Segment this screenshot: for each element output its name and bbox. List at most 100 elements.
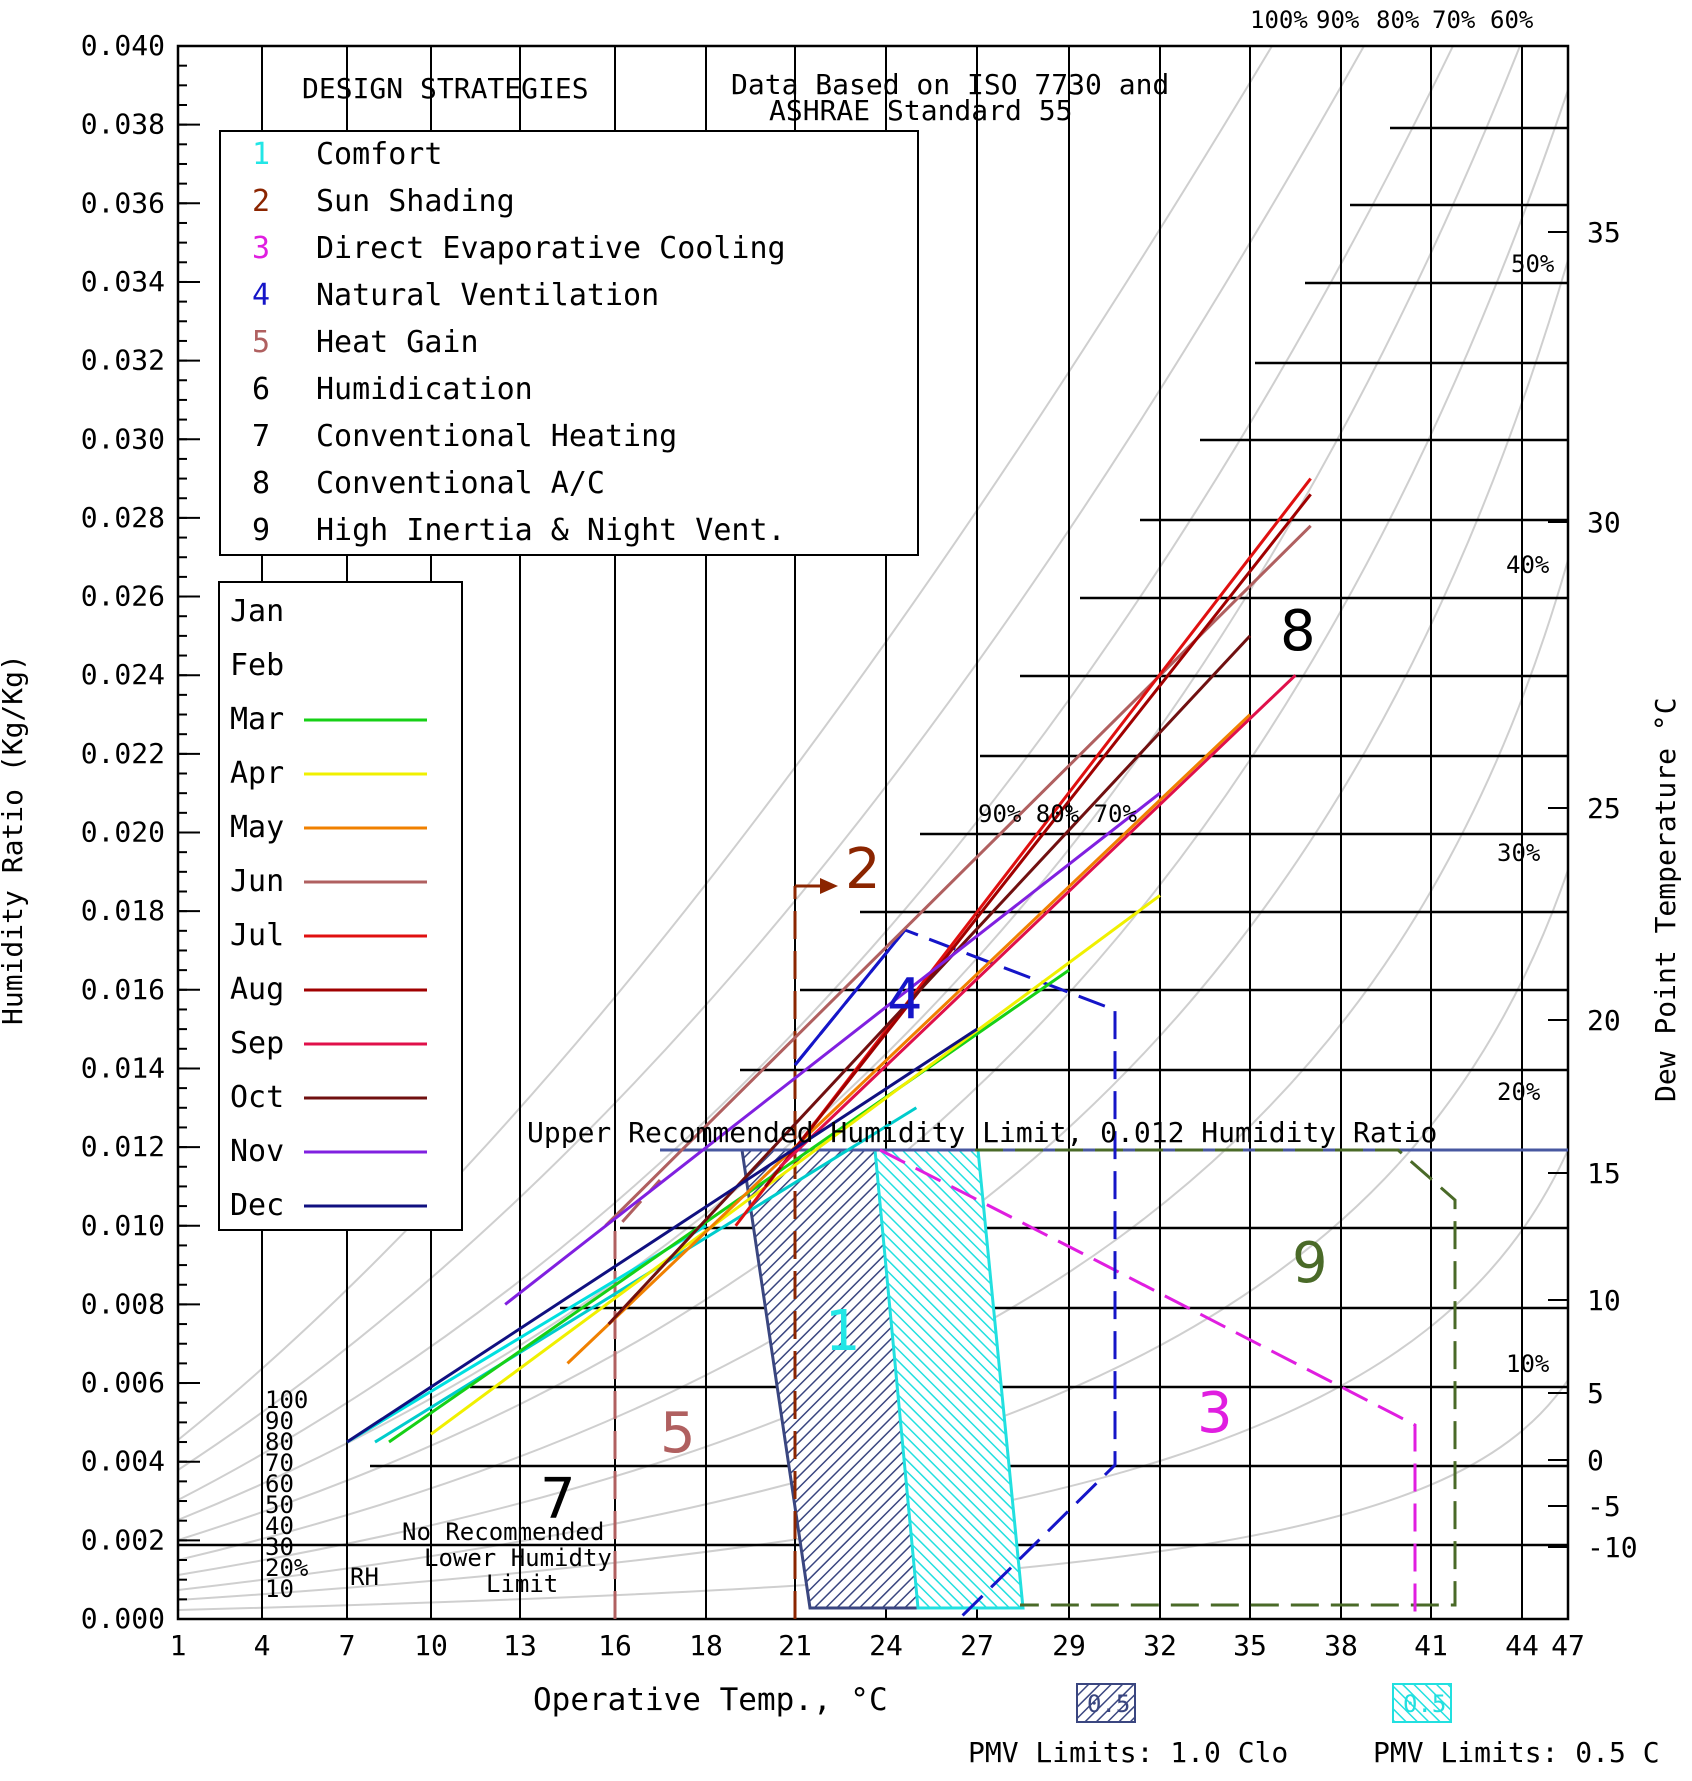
y2-tick-label: 0 bbox=[1587, 1444, 1604, 1477]
rh-top-label: 80% bbox=[1376, 6, 1420, 34]
x-tick-label: 41 bbox=[1414, 1629, 1448, 1662]
x-tick-label: 32 bbox=[1143, 1629, 1177, 1662]
y-tick-label: 0.000 bbox=[81, 1602, 165, 1635]
y-tick-marks bbox=[178, 45, 200, 1620]
strategy-legend-box bbox=[219, 130, 919, 556]
series-line-may bbox=[566, 713, 1252, 1365]
subtitle-line-2: ASHRAE Standard 55 bbox=[769, 94, 1072, 127]
strategy-name: Direct Evaporative Cooling bbox=[316, 231, 786, 266]
rh-side-label: 30% bbox=[1497, 839, 1541, 867]
y2-tick-label: 30 bbox=[1587, 506, 1621, 539]
zone-4-solid bbox=[793, 929, 907, 1066]
zone-label-4: 4 bbox=[887, 967, 923, 1032]
y2-tick-label: 10 bbox=[1587, 1284, 1621, 1317]
rh-stack-label: 90 bbox=[265, 1407, 294, 1435]
legend-month-label: May bbox=[230, 810, 284, 845]
x-tick-label: 7 bbox=[339, 1629, 356, 1662]
x-tick-label: 13 bbox=[503, 1629, 537, 1662]
y2-tick-label: -10 bbox=[1587, 1531, 1638, 1564]
strategy-num: 2 bbox=[252, 184, 270, 219]
y-tick-label: 0.036 bbox=[81, 186, 165, 219]
y2-tick-label: 15 bbox=[1587, 1157, 1621, 1190]
legend-month-label: Aug bbox=[230, 972, 284, 1007]
subtitle-line-1: Data Based on ISO 7730 and bbox=[731, 68, 1169, 101]
strategy-name: Conventional A/C bbox=[316, 466, 605, 501]
zone-label-9: 9 bbox=[1292, 1231, 1328, 1296]
y-tick-labels: 0.000 0.002 0.004 0.006 0.008 0.010 0.012 0.014… bbox=[81, 29, 165, 1635]
rh-top-label: 70% bbox=[1432, 6, 1476, 34]
month-legend-box bbox=[218, 581, 463, 1231]
series-line-apr bbox=[430, 894, 1161, 1436]
legend-month-label: Apr bbox=[230, 756, 284, 791]
month-legend: Jan Feb Mar Apr May Jun Jul Aug Sep Oct Nov Dec bbox=[230, 594, 427, 1223]
x-tick-labels: 1 4 7 10 13 16 18 21 24 27 29 32 35 38 41 44 47 bbox=[170, 1629, 1585, 1662]
strategy-name: Conventional Heating bbox=[316, 419, 677, 454]
series-line-aug bbox=[764, 493, 1312, 1188]
series-line-nov bbox=[504, 791, 1161, 1306]
y-tick-label: 0.020 bbox=[81, 816, 165, 849]
rh-top-label: 90% bbox=[1316, 6, 1360, 34]
legend-month-label: Jan bbox=[230, 594, 284, 629]
y-tick-label: 0.024 bbox=[81, 658, 165, 691]
y2-axis-label: Dew Point Temperature °C bbox=[1649, 697, 1682, 1102]
strategy-legend: 1 Comfort 2 Sun Shading 3 Direct Evaporative … bbox=[252, 137, 786, 548]
pmv-box-1-label: 0.5 bbox=[1087, 1690, 1130, 1718]
zone-label-2: 2 bbox=[845, 837, 881, 902]
series-line-sep bbox=[779, 674, 1297, 1168]
zone-4-outline bbox=[793, 928, 1117, 1620]
zone-label-5: 5 bbox=[660, 1401, 696, 1466]
zone-5-boundary bbox=[613, 1178, 662, 1619]
rh-stack-label: 20% bbox=[265, 1554, 309, 1582]
y-tick-label: 0.014 bbox=[81, 1051, 165, 1084]
y-tick-label: 0.006 bbox=[81, 1366, 165, 1399]
x-tick-label: 18 bbox=[689, 1629, 723, 1662]
x-tick-label: 24 bbox=[869, 1629, 903, 1662]
y-tick-label: 0.040 bbox=[81, 29, 165, 62]
x-tick-label: 16 bbox=[598, 1629, 632, 1662]
strategy-name: Sun Shading bbox=[316, 184, 515, 219]
x-tick-label: 47 bbox=[1551, 1629, 1585, 1662]
rh-label: RH bbox=[350, 1563, 379, 1591]
rh-top-label: 100% bbox=[1250, 6, 1308, 34]
zone-label-7: 7 bbox=[540, 1467, 576, 1532]
y2-tick-label: 5 bbox=[1587, 1377, 1604, 1410]
strategy-name: Natural Ventilation bbox=[316, 278, 659, 313]
y-tick-label: 0.026 bbox=[81, 580, 165, 613]
chart-title: DESIGN STRATEGIES bbox=[302, 72, 589, 105]
x-tick-label: 10 bbox=[414, 1629, 448, 1662]
legend-month-label: Sep bbox=[230, 1026, 284, 1061]
y-tick-label: 0.012 bbox=[81, 1130, 165, 1163]
strategy-name: Comfort bbox=[316, 137, 442, 172]
strategy-num: 3 bbox=[252, 231, 270, 266]
series-line-oct bbox=[607, 634, 1252, 1326]
zone-2-arrowhead bbox=[820, 878, 838, 894]
y-tick-label: 0.016 bbox=[81, 973, 165, 1006]
zone-9-outline bbox=[975, 1148, 1457, 1607]
rh-side-label: 10% bbox=[1506, 1350, 1550, 1378]
x-tick-label: 38 bbox=[1324, 1629, 1358, 1662]
rh-stack-label: 40 bbox=[265, 1512, 294, 1540]
x-tick-label: 21 bbox=[778, 1629, 812, 1662]
zone-label-1: 1 bbox=[825, 1299, 861, 1364]
y2-tick-label: 20 bbox=[1587, 1004, 1621, 1037]
x-tick-label: 29 bbox=[1052, 1629, 1086, 1662]
zone-label-3: 3 bbox=[1197, 1381, 1233, 1446]
strategy-num: 1 bbox=[252, 137, 270, 172]
legend-month-label: Jun bbox=[230, 864, 284, 899]
strategy-name: High Inertia & Night Vent. bbox=[316, 513, 786, 548]
y-tick-label: 0.018 bbox=[81, 894, 165, 927]
x-tick-label: 4 bbox=[254, 1629, 271, 1662]
y-tick-label: 0.030 bbox=[81, 422, 165, 455]
pmv-label-1: PMV Limits: 1.0 Clo bbox=[968, 1736, 1288, 1769]
y-tick-label: 0.032 bbox=[81, 344, 165, 377]
pmv-label-2: PMV Limits: 0.5 C bbox=[1373, 1736, 1660, 1769]
y2-tick-label: 35 bbox=[1587, 216, 1621, 249]
rh-top-label: 60% bbox=[1490, 6, 1534, 34]
rh-stack-label: 70 bbox=[265, 1449, 294, 1477]
y2-tick-labels: 35 30 25 20 15 10 5 0 -5 -10 bbox=[1548, 216, 1638, 1564]
legend-month-label: Jul bbox=[230, 918, 284, 953]
x-tick-label: 44 bbox=[1505, 1629, 1539, 1662]
x-tick-label: 35 bbox=[1233, 1629, 1267, 1662]
rh-stack-label: 80 bbox=[265, 1428, 294, 1456]
